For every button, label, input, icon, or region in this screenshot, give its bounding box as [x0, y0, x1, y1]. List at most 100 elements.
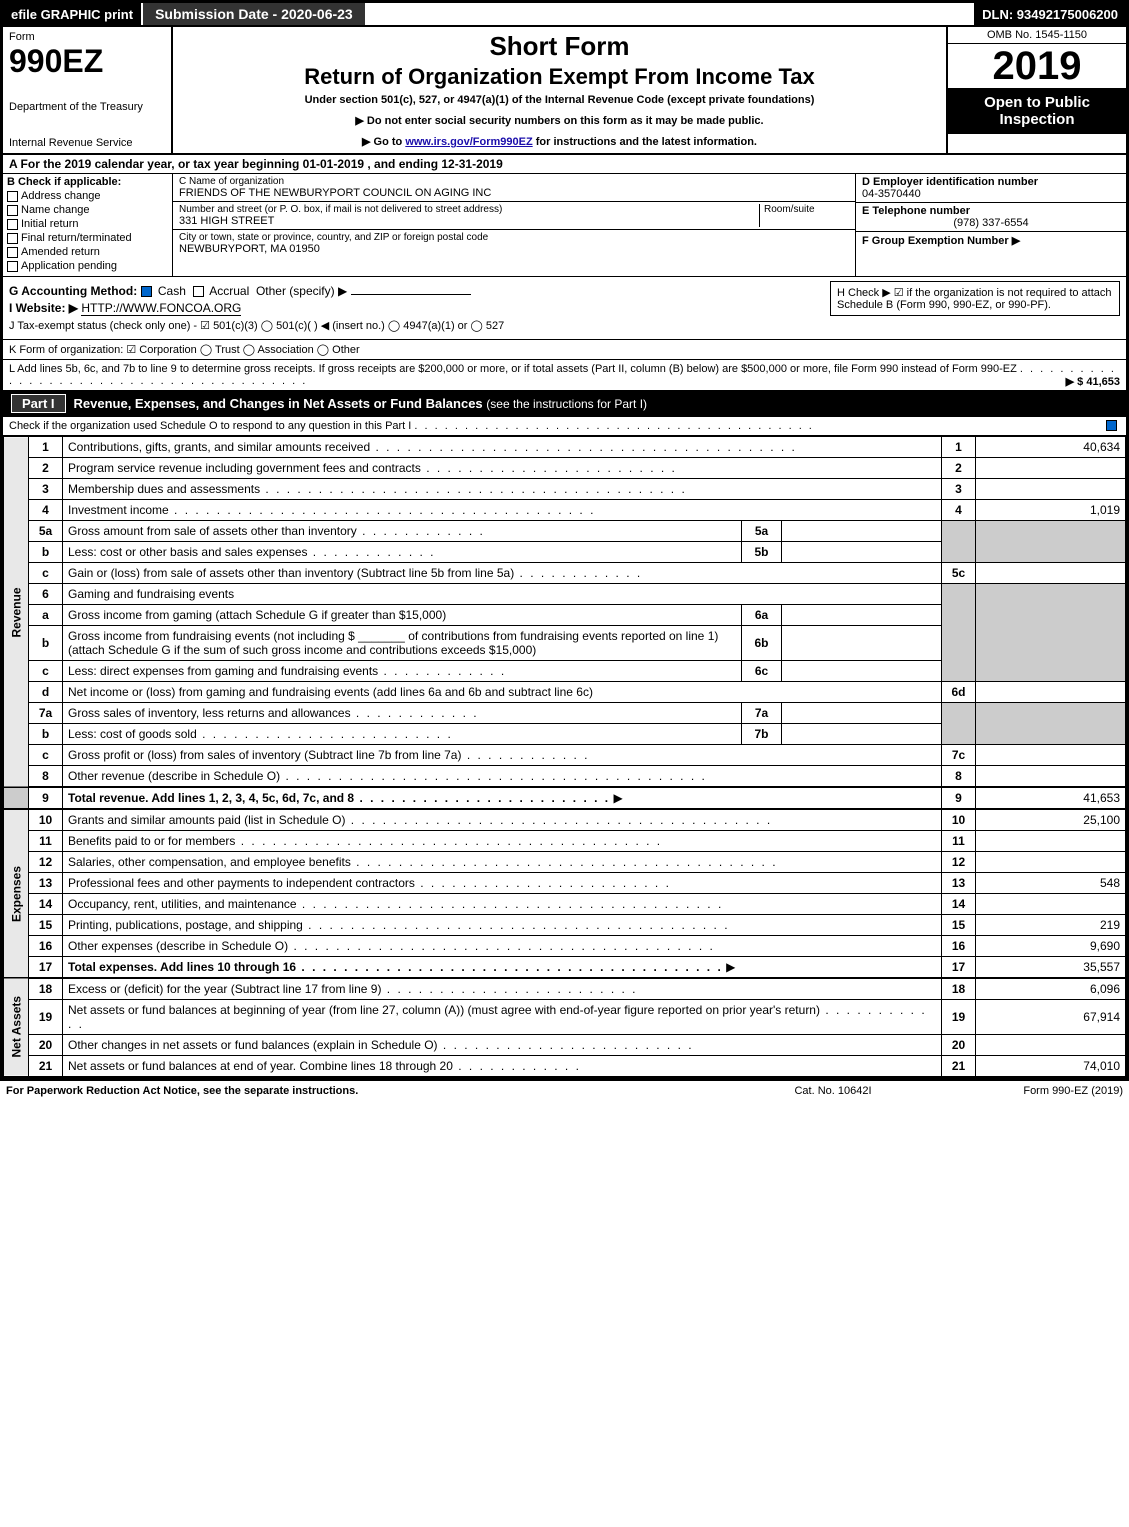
goto-note: ▶ Go to www.irs.gov/Form990EZ for instru… [183, 135, 936, 148]
n5c: c [29, 563, 63, 584]
irs-link[interactable]: www.irs.gov/Form990EZ [405, 136, 532, 148]
amt18: 6,096 [976, 978, 1126, 1000]
chk-cash[interactable] [141, 286, 152, 297]
d6: Gaming and fundraising events [63, 584, 942, 605]
schedule-o-check-text: Check if the organization used Schedule … [9, 420, 411, 432]
d14: Occupancy, rent, utilities, and maintena… [68, 897, 723, 911]
opt-amended-return: Amended return [21, 246, 100, 258]
opt-final-return: Final return/terminated [21, 232, 132, 244]
rn7c: 7c [942, 745, 976, 766]
c-name-label: C Name of organization [179, 176, 849, 187]
n8: 8 [29, 766, 63, 788]
chk-schedule-o[interactable] [1106, 420, 1117, 431]
efile-label[interactable]: efile GRAPHIC print [3, 3, 141, 25]
website-value[interactable]: HTTP://WWW.FONCOA.ORG [81, 301, 241, 316]
sc5a: 5a [742, 521, 782, 542]
n10: 10 [29, 809, 63, 831]
section-h: H Check ▶ ☑ if the organization is not r… [830, 281, 1120, 316]
d11: Benefits paid to or for members [68, 834, 662, 848]
amt14 [976, 894, 1126, 915]
sc6c: 6c [742, 661, 782, 682]
goto-pre: ▶ Go to [362, 136, 405, 148]
rn14: 14 [942, 894, 976, 915]
amt16: 9,690 [976, 936, 1126, 957]
sv7a [782, 703, 942, 724]
n1: 1 [29, 437, 63, 458]
subtitle: Under section 501(c), 527, or 4947(a)(1)… [183, 94, 936, 106]
chk-accrual[interactable] [193, 286, 204, 297]
amt15: 219 [976, 915, 1126, 936]
d6c: Less: direct expenses from gaming and fu… [68, 664, 506, 678]
d8: Other revenue (describe in Schedule O) [68, 769, 707, 783]
d7a: Gross sales of inventory, less returns a… [68, 706, 479, 720]
n4: 4 [29, 500, 63, 521]
chk-application-pending[interactable] [7, 261, 18, 272]
sc7a: 7a [742, 703, 782, 724]
part1-paren: (see the instructions for Part I) [486, 397, 647, 411]
opt-application-pending: Application pending [21, 260, 117, 272]
n20: 20 [29, 1035, 63, 1056]
room-suite-label: Room/suite [759, 204, 849, 227]
amt19: 67,914 [976, 1000, 1126, 1035]
d5c: Gain or (loss) from sale of assets other… [68, 566, 642, 580]
part1-header: Part I Revenue, Expenses, and Changes in… [3, 391, 1126, 417]
amt17: 35,557 [976, 957, 1126, 979]
chk-initial-return[interactable] [7, 219, 18, 230]
rn10: 10 [942, 809, 976, 831]
d1: Contributions, gifts, grants, and simila… [68, 440, 797, 454]
title-return: Return of Organization Exempt From Incom… [183, 64, 936, 90]
chk-name-change[interactable] [7, 205, 18, 216]
n6: 6 [29, 584, 63, 605]
form-word: Form [9, 31, 165, 43]
section-a-taxyear: A For the 2019 calendar year, or tax yea… [3, 155, 1126, 174]
rn3: 3 [942, 479, 976, 500]
part1-check-line: Check if the organization used Schedule … [3, 417, 1126, 436]
part1-title: Revenue, Expenses, and Changes in Net As… [74, 396, 483, 411]
rn4: 4 [942, 500, 976, 521]
d17: Total expenses. Add lines 10 through 16 [68, 960, 723, 974]
amt7c [976, 745, 1126, 766]
footer-center: Cat. No. 10642I [743, 1085, 923, 1097]
chk-amended-return[interactable] [7, 247, 18, 258]
section-j: J Tax-exempt status (check only one) - ☑… [9, 319, 1120, 332]
d6a: Gross income from gaming (attach Schedul… [63, 605, 742, 626]
d21: Net assets or fund balances at end of ye… [68, 1059, 581, 1073]
n12: 12 [29, 852, 63, 873]
chk-final-return[interactable] [7, 233, 18, 244]
amt1: 40,634 [976, 437, 1126, 458]
n5b: b [29, 542, 63, 563]
sc6b: 6b [742, 626, 782, 661]
section-b: B Check if applicable: Address change Na… [3, 174, 173, 276]
omb-number: OMB No. 1545-1150 [948, 27, 1126, 44]
rn13: 13 [942, 873, 976, 894]
c-street-label: Number and street (or P. O. box, if mail… [179, 204, 759, 215]
amt6d [976, 682, 1126, 703]
amt20 [976, 1035, 1126, 1056]
n6d: d [29, 682, 63, 703]
sc7b: 7b [742, 724, 782, 745]
n19: 19 [29, 1000, 63, 1035]
n5a: 5a [29, 521, 63, 542]
d18: Excess or (deficit) for the year (Subtra… [68, 982, 637, 996]
chk-address-change[interactable] [7, 191, 18, 202]
i-label: I Website: ▶ [9, 301, 78, 315]
amt3 [976, 479, 1126, 500]
n21: 21 [29, 1056, 63, 1077]
amt10: 25,100 [976, 809, 1126, 831]
part1-table: Revenue 1 Contributions, gifts, grants, … [3, 436, 1126, 1077]
ein-value: 04-3570440 [862, 188, 921, 200]
d7b: Less: cost of goods sold [68, 727, 453, 741]
n7c: c [29, 745, 63, 766]
side-expenses: Expenses [4, 809, 29, 978]
n6a: a [29, 605, 63, 626]
d9: Total revenue. Add lines 1, 2, 3, 4, 5c,… [68, 791, 610, 805]
n2: 2 [29, 458, 63, 479]
amt4: 1,019 [976, 500, 1126, 521]
n16: 16 [29, 936, 63, 957]
d10: Grants and similar amounts paid (list in… [68, 813, 772, 827]
d6b: Gross income from fundraising events (no… [63, 626, 742, 661]
rn17: 17 [942, 957, 976, 979]
org-street: 331 HIGH STREET [179, 215, 759, 227]
amt9: 41,653 [976, 787, 1126, 809]
opt-initial-return: Initial return [21, 218, 78, 230]
